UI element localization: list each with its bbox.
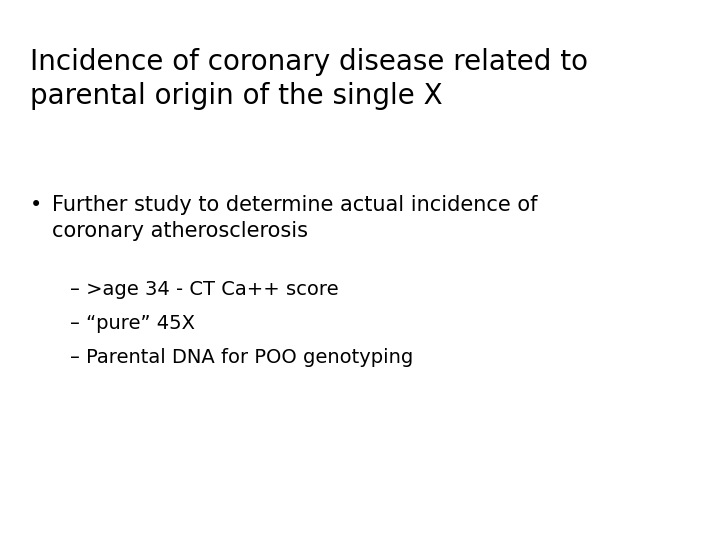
Text: Incidence of coronary disease related to: Incidence of coronary disease related to	[30, 48, 588, 76]
Text: – “pure” 45X: – “pure” 45X	[70, 314, 195, 333]
Text: coronary atherosclerosis: coronary atherosclerosis	[52, 221, 308, 241]
Text: Further study to determine actual incidence of: Further study to determine actual incide…	[52, 195, 538, 215]
Text: •: •	[30, 195, 42, 215]
Text: parental origin of the single X: parental origin of the single X	[30, 82, 443, 110]
Text: – >age 34 - CT Ca++ score: – >age 34 - CT Ca++ score	[70, 280, 338, 299]
Text: – Parental DNA for POO genotyping: – Parental DNA for POO genotyping	[70, 348, 413, 367]
